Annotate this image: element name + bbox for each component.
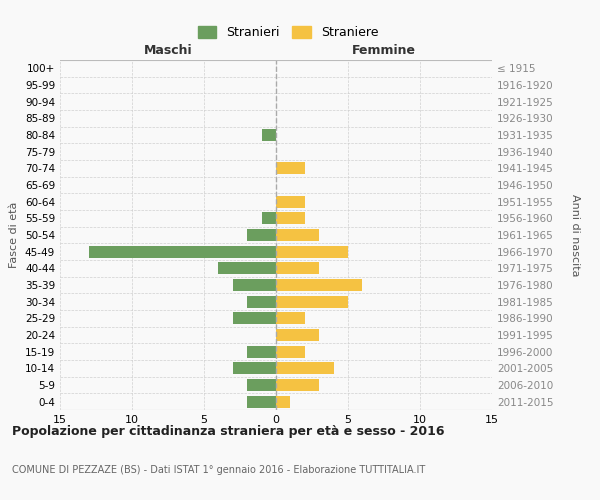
Text: Popolazione per cittadinanza straniera per età e sesso - 2016: Popolazione per cittadinanza straniera p…	[12, 425, 445, 438]
Bar	[276, 279, 362, 291]
Legend: Stranieri, Straniere: Stranieri, Straniere	[193, 21, 383, 44]
Bar	[233, 279, 276, 291]
Text: Maschi: Maschi	[143, 44, 193, 57]
Bar	[247, 346, 276, 358]
Bar	[247, 229, 276, 241]
Bar	[247, 379, 276, 391]
Bar	[276, 312, 305, 324]
Bar	[233, 312, 276, 324]
Bar	[233, 362, 276, 374]
Bar	[276, 246, 348, 258]
Bar	[276, 346, 305, 358]
Bar	[276, 296, 348, 308]
Bar	[218, 262, 276, 274]
Bar	[276, 162, 305, 174]
Text: COMUNE DI PEZZAZE (BS) - Dati ISTAT 1° gennaio 2016 - Elaborazione TUTTITALIA.IT: COMUNE DI PEZZAZE (BS) - Dati ISTAT 1° g…	[12, 465, 425, 475]
Y-axis label: Anni di nascita: Anni di nascita	[570, 194, 580, 276]
Bar	[276, 362, 334, 374]
Bar	[262, 129, 276, 141]
Bar	[247, 396, 276, 407]
Bar	[276, 396, 290, 407]
Y-axis label: Fasce di età: Fasce di età	[10, 202, 19, 268]
Text: Femmine: Femmine	[352, 44, 416, 57]
Bar	[276, 212, 305, 224]
Bar	[276, 379, 319, 391]
Bar	[276, 196, 305, 207]
Bar	[276, 262, 319, 274]
Bar	[89, 246, 276, 258]
Bar	[276, 229, 319, 241]
Bar	[276, 329, 319, 341]
Bar	[262, 212, 276, 224]
Bar	[247, 296, 276, 308]
